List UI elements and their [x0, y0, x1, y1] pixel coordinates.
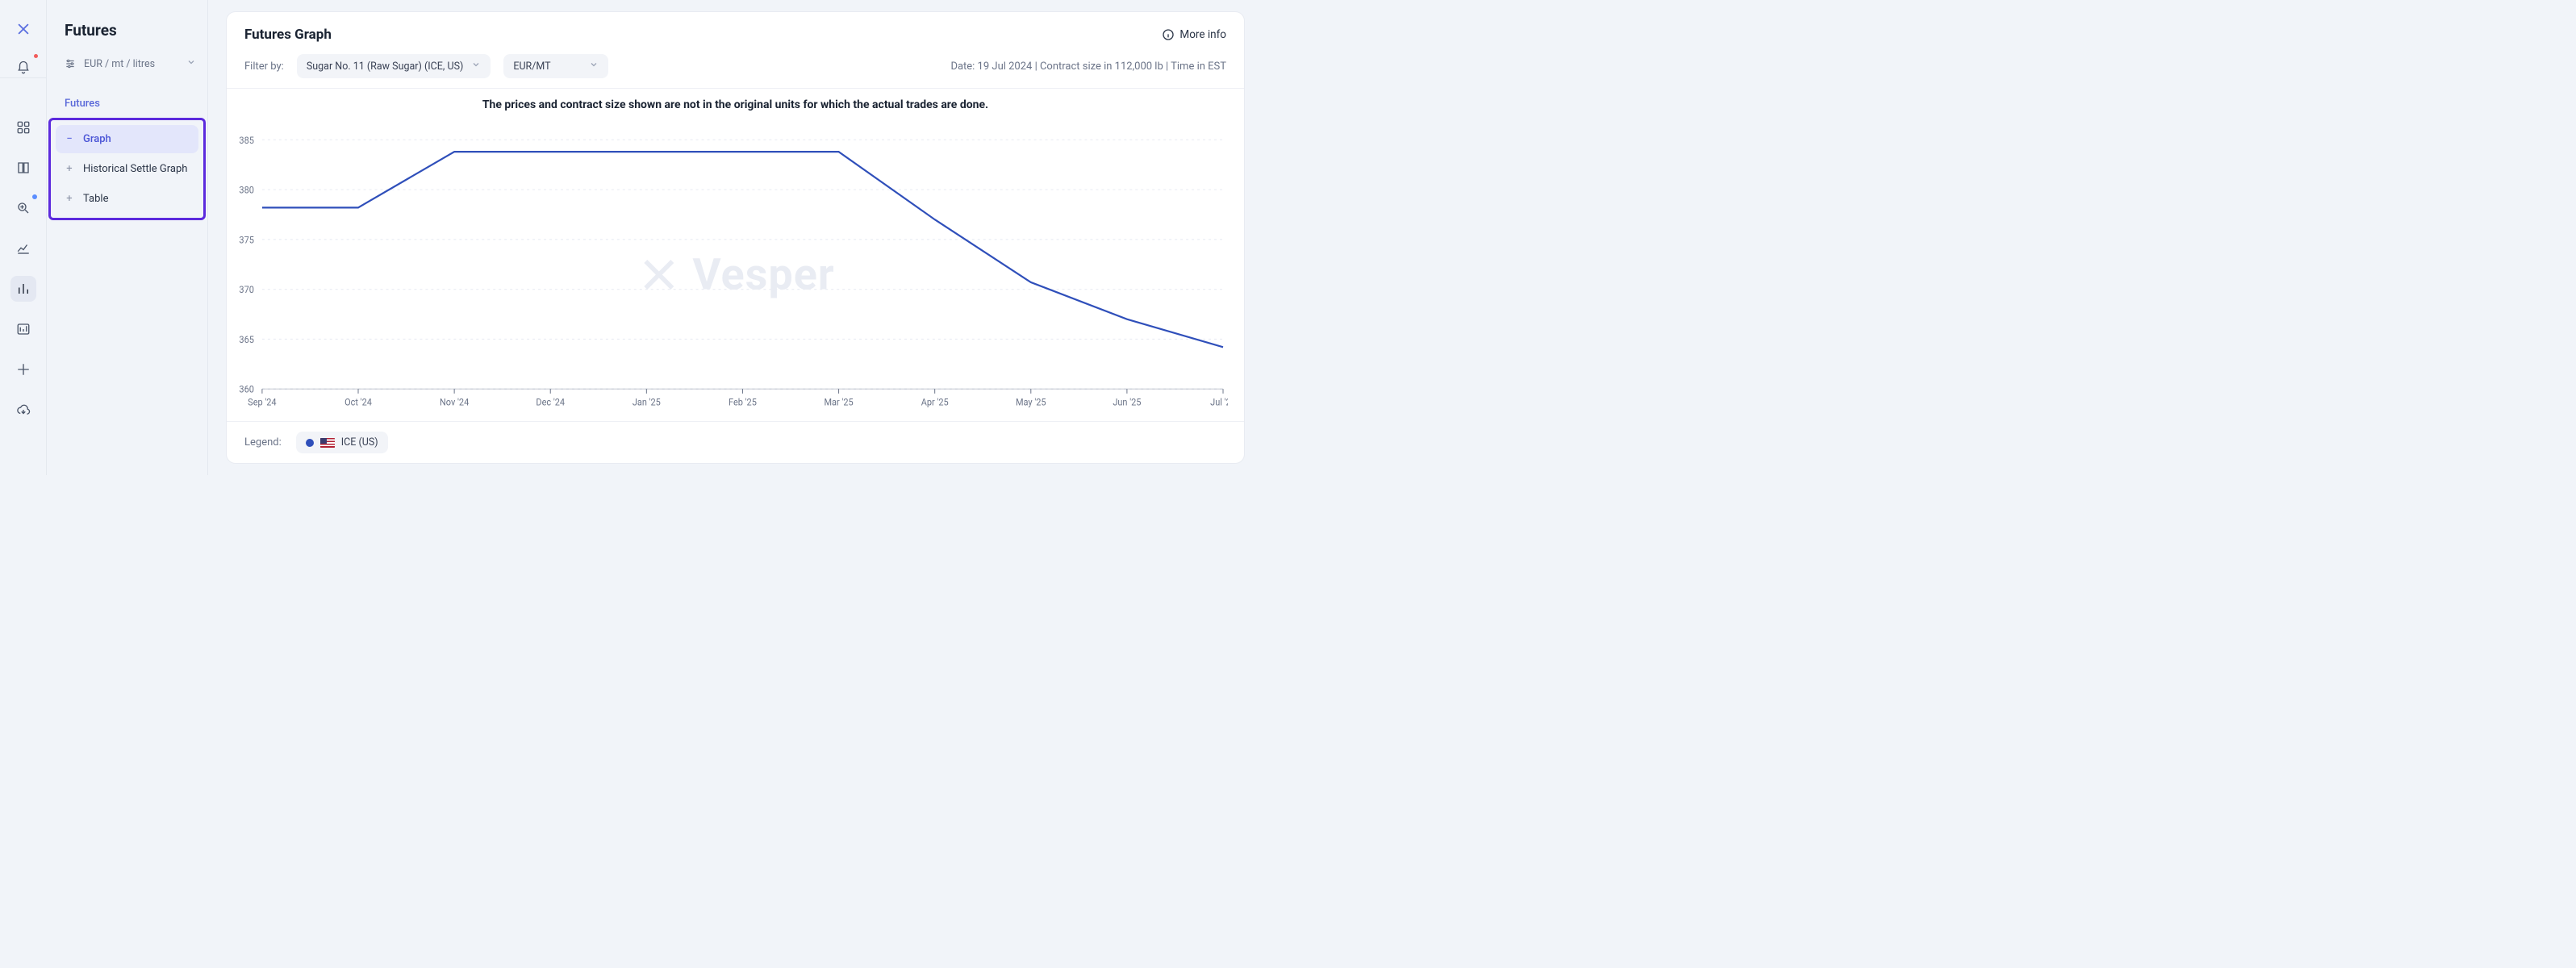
plus-icon: +: [64, 163, 75, 175]
y-tick-label: 380: [239, 184, 253, 196]
chart-container: The prices and contract size shown are n…: [227, 88, 1244, 422]
more-info-label: More info: [1179, 28, 1226, 41]
nav-zoom[interactable]: [10, 195, 36, 221]
y-tick-label: 360: [239, 383, 253, 395]
sidebar-item-graph[interactable]: −Graph: [56, 125, 198, 153]
y-tick-label: 370: [239, 283, 253, 295]
info-icon: [1162, 28, 1175, 41]
zoom-icon: [16, 201, 31, 215]
nav-cloud-download[interactable]: [10, 397, 36, 423]
x-tick-label: Oct '24: [344, 396, 372, 408]
nav-grid[interactable]: [10, 115, 36, 140]
update-dot-icon: [32, 194, 37, 199]
x-tick-label: Dec '24: [536, 396, 565, 408]
main-area: Futures Graph More info Filter by: Sugar…: [208, 0, 1263, 475]
sidebar-item-table[interactable]: + Table: [56, 185, 198, 213]
series-line: [262, 152, 1223, 347]
chart-banner: The prices and contract size shown are n…: [227, 89, 1244, 116]
y-tick-label: 375: [239, 234, 254, 246]
notifications-button[interactable]: [10, 55, 36, 81]
book-icon: [16, 161, 31, 175]
legend-label: Legend:: [244, 436, 282, 449]
crosshair-icon: [16, 362, 31, 377]
side-panel: Futures EUR / mt / litres Futures −Graph…: [47, 0, 208, 475]
more-info-button[interactable]: More info: [1162, 28, 1226, 41]
x-tick-label: Jul '25: [1210, 396, 1228, 408]
side-panel-title: Futures: [61, 21, 199, 40]
x-tick-label: Jan '25: [633, 396, 661, 408]
filter-by-label: Filter by:: [244, 60, 284, 73]
card-title: Futures Graph: [244, 27, 332, 43]
plus-icon: +: [64, 193, 75, 205]
chevron-down-icon: [186, 57, 196, 70]
sliders-icon: [65, 58, 76, 69]
nav-trend-line[interactable]: [10, 236, 36, 261]
unit-filter[interactable]: EUR/MT: [503, 54, 608, 78]
minus-icon: −: [64, 133, 75, 145]
x-tick-label: Feb '25: [729, 396, 757, 408]
y-tick-label: 385: [239, 134, 254, 146]
product-filter[interactable]: Sugar No. 11 (Raw Sugar) (ICE, US): [297, 54, 491, 78]
app-logo-icon: [15, 21, 31, 40]
notification-dot-icon: [33, 53, 39, 59]
nav-panel-chart[interactable]: [10, 316, 36, 342]
legend-color-dot: [306, 439, 314, 447]
nav-book[interactable]: [10, 155, 36, 181]
panel-chart-icon: [16, 322, 31, 336]
cloud-download-icon: [16, 403, 31, 417]
unit-filter-label: EUR/MT: [513, 60, 550, 73]
sidebar-item-label: Graph: [83, 133, 111, 145]
side-items-highlight: −Graph + Historical Settle Graph + Table: [48, 118, 206, 220]
x-tick-label: Sep '24: [248, 396, 277, 408]
x-tick-label: Jun '25: [1113, 396, 1141, 408]
x-tick-label: Nov '24: [440, 396, 470, 408]
sidebar-item-historical-settle-graph[interactable]: + Historical Settle Graph: [56, 155, 198, 183]
line-chart: 360 365 370 375 380 385 Sep '24 Oct '24 Nov '24 D…: [230, 116, 1228, 416]
x-tick-label: Apr '25: [921, 396, 949, 408]
sidebar-item-label: Historical Settle Graph: [83, 163, 187, 175]
trend-line-icon: [16, 241, 31, 256]
legend-item[interactable]: ICE (US): [296, 432, 388, 453]
futures-card: Futures Graph More info Filter by: Sugar…: [226, 11, 1245, 464]
side-section-label[interactable]: Futures: [61, 94, 199, 118]
legend-row: Legend: ICE (US): [227, 422, 1244, 463]
us-flag-icon: [320, 438, 335, 448]
units-selector[interactable]: EUR / mt / litres: [61, 54, 199, 73]
y-tick-label: 365: [239, 333, 254, 345]
nav-crosshair[interactable]: [10, 357, 36, 382]
bar-chart-icon: [16, 282, 31, 296]
icon-rail: [0, 0, 47, 475]
filter-row: Filter by: Sugar No. 11 (Raw Sugar) (ICE…: [227, 48, 1244, 88]
x-tick-label: May '25: [1016, 396, 1046, 408]
grid-icon: [16, 120, 31, 135]
chevron-down-icon: [589, 60, 599, 73]
sidebar-item-label: Table: [83, 193, 108, 205]
legend-item-label: ICE (US): [341, 436, 378, 449]
product-filter-label: Sugar No. 11 (Raw Sugar) (ICE, US): [307, 60, 464, 73]
filter-meta: Date: 19 Jul 2024 | Contract size in 112…: [950, 60, 1226, 73]
units-label: EUR / mt / litres: [84, 58, 155, 70]
nav-bar-chart[interactable]: [10, 276, 36, 302]
rail-nav: [10, 103, 36, 423]
chevron-down-icon: [471, 60, 481, 73]
x-tick-label: Mar '25: [824, 396, 854, 408]
